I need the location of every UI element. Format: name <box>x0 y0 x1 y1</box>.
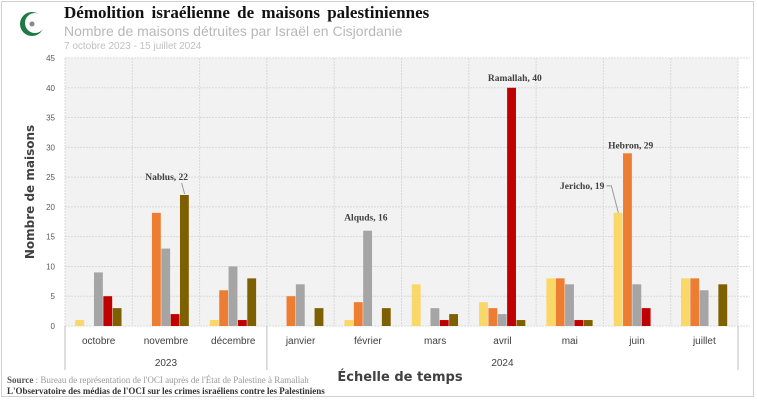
bar <box>161 248 171 326</box>
bar <box>295 284 305 326</box>
bar <box>439 320 449 326</box>
bar <box>565 284 574 326</box>
bar <box>699 290 709 326</box>
y-tick-label: 10 <box>46 262 55 271</box>
bar <box>314 308 324 326</box>
bar <box>430 308 440 326</box>
bar <box>353 302 363 326</box>
bar <box>479 302 488 326</box>
bar <box>574 320 584 326</box>
bar <box>507 87 516 327</box>
x-tick-label: juin <box>628 336 645 347</box>
source-text: : Bureau de représentation de l'OCI aupr… <box>33 375 309 385</box>
y-tick-label: 0 <box>51 322 56 331</box>
annotation-leader <box>606 185 619 213</box>
y-tick-label: 45 <box>46 54 55 63</box>
x-tick-label: avril <box>493 336 511 347</box>
bar <box>219 290 229 326</box>
year-label: 2023 <box>155 358 178 369</box>
bar <box>247 278 257 326</box>
bar <box>546 278 556 326</box>
y-tick-label: 15 <box>46 233 55 242</box>
x-tick-label: juillet <box>692 336 716 347</box>
bar <box>623 153 632 326</box>
y-tick-label: 30 <box>46 143 55 152</box>
bar <box>449 314 459 326</box>
bar <box>613 212 623 326</box>
bar <box>286 296 296 326</box>
y-tick-label: 35 <box>46 114 55 123</box>
bar <box>209 320 219 326</box>
x-tick-label: novembre <box>144 336 189 347</box>
bar <box>583 320 593 326</box>
y-tick-label: 20 <box>46 203 55 212</box>
bar <box>170 314 180 326</box>
bar <box>75 320 85 326</box>
source-note: Source : Bureau de représentation de l'O… <box>7 375 309 385</box>
data-annotation: Jericho, 19 <box>560 182 605 192</box>
bar <box>411 284 421 326</box>
bar <box>93 272 103 326</box>
data-annotation: Ramallah, 40 <box>488 74 542 84</box>
data-annotation: Nablus, 22 <box>145 173 188 183</box>
oic-logo-icon <box>20 12 45 36</box>
x-tick-label: mars <box>424 336 446 347</box>
bar <box>516 320 526 326</box>
x-tick-label: février <box>354 336 382 347</box>
bar <box>237 320 247 326</box>
year-label: 2024 <box>491 358 514 369</box>
bar <box>555 278 565 326</box>
x-tick-label: décembre <box>211 336 256 347</box>
y-tick-label: 40 <box>46 84 55 93</box>
bar <box>690 278 700 326</box>
bar <box>363 230 373 326</box>
bar <box>344 320 354 326</box>
y-tick-label: 5 <box>51 292 56 301</box>
bar <box>497 314 507 326</box>
bar <box>228 266 238 326</box>
observatory-credit: L'Observatoire des médias de l'OCI sur l… <box>7 386 325 396</box>
y-axis-title: Nombre de maisons <box>23 125 37 259</box>
x-axis-title: Échelle de temps <box>337 369 462 385</box>
bar <box>103 296 113 326</box>
annotation-leader <box>181 182 186 195</box>
bar <box>632 284 642 326</box>
chart-subtitle: Nombre de maisons détruites par Israël e… <box>64 23 403 39</box>
x-tick-label: octobre <box>82 336 116 347</box>
bar <box>680 278 690 326</box>
bar <box>381 308 391 326</box>
data-annotation: Alquds, 16 <box>344 214 388 224</box>
x-tick-label: mai <box>562 336 578 347</box>
bar <box>641 308 651 326</box>
bar <box>112 308 122 326</box>
bar <box>718 284 728 326</box>
date-range: 7 octobre 2023 - 15 juillet 2024 <box>64 41 202 52</box>
x-tick-label: janvier <box>285 336 316 347</box>
bar <box>151 212 161 326</box>
source-label: Source <box>7 375 34 385</box>
data-annotation: Hebron, 29 <box>608 141 653 151</box>
chart-title: Démolition israélienne de maisons palest… <box>64 3 430 22</box>
y-tick-label: 25 <box>46 173 55 182</box>
bar <box>179 194 189 326</box>
bar <box>488 308 498 326</box>
